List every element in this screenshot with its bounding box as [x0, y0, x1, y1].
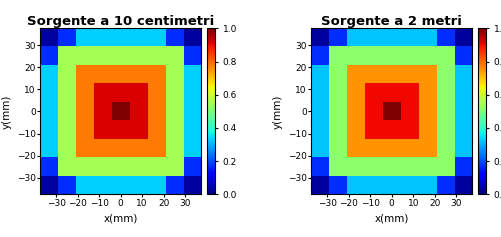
Y-axis label: y(mm): y(mm) — [273, 94, 283, 129]
Y-axis label: y(mm): y(mm) — [2, 94, 12, 129]
X-axis label: x(mm): x(mm) — [104, 213, 138, 223]
X-axis label: x(mm): x(mm) — [375, 213, 409, 223]
Title: Sorgente a 2 metri: Sorgente a 2 metri — [321, 15, 462, 28]
Title: Sorgente a 10 centimetri: Sorgente a 10 centimetri — [27, 15, 214, 28]
